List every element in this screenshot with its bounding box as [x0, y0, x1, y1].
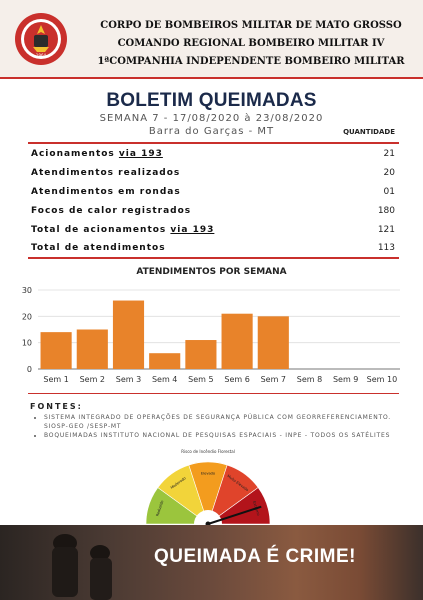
stat-row: Atendimentos em rondas 01 [31, 185, 395, 203]
stat-label: Atendimentos realizados [31, 168, 181, 178]
x-tick-label: Sem 2 [80, 375, 105, 384]
sources: FONTES: SISTEMA INTEGRADO DE OPERAÇÕES D… [30, 402, 400, 440]
x-tick-label: Sem 9 [333, 375, 358, 384]
x-tick-label: Sem 6 [224, 375, 249, 384]
stat-row: Total de acionamentos via 193 121 [31, 223, 395, 241]
gauge-title: Risco de Incêndio Florestal [181, 449, 235, 454]
stat-row: Total de atendimentos 113 [31, 241, 395, 259]
x-tick-label: Sem 10 [367, 375, 398, 384]
stat-row: Atendimentos realizados 20 [31, 166, 395, 184]
chart-title: ATENDIMENTOS POR SEMANA [136, 267, 287, 277]
org-line-2: COMANDO REGIONAL BOMBEIRO MILITAR IV [117, 38, 385, 49]
banner-background [0, 525, 423, 600]
stat-value: 121 [377, 225, 395, 235]
gauge-needle [207, 505, 262, 525]
stat-label: Total de acionamentos [31, 225, 171, 235]
stat-row: Acionamentos via 193 21 [31, 147, 395, 165]
report-week: SEMANA 7 - 17/08/2020 à 23/08/2020 [99, 113, 324, 124]
stat-label: Atendimentos em rondas [31, 187, 181, 197]
y-tick-label: 10 [22, 339, 32, 348]
fire-department-emblem-icon: 1964 [15, 13, 67, 65]
gauge-segment [207, 487, 271, 525]
emblem-year: 1964 [36, 53, 47, 58]
x-tick-label: Sem 4 [152, 375, 177, 384]
x-tick-label: Sem 5 [188, 375, 213, 384]
stat-value: 180 [377, 206, 395, 216]
gauge-label: Reduzido [155, 500, 164, 517]
org-line-3: 1ªCOMPANHIA INDEPENDENTE BOMBEIRO MILITA… [97, 56, 405, 67]
stat-value: 21 [383, 149, 395, 159]
stat-row: Focos de calor registrados 180 [31, 204, 395, 222]
divider [28, 257, 399, 259]
bar-chart: 0 10 20 30 Sem 1 Sem 2 Sem 3 Sem 4 Sem 5 Sem 6 Sem… [22, 286, 400, 384]
sources-list: SISTEMA INTEGRADO DE OPERAÇÕES DE SEGURA… [30, 413, 400, 440]
bar [257, 316, 289, 369]
stat-label: Acionamentos [31, 149, 119, 159]
stat-label-link: via 193 [118, 149, 163, 159]
x-tick-label: Sem 3 [116, 375, 141, 384]
fire-risk-gauge: Risco de Incêndio FlorestalReduzidoModer… [145, 449, 271, 531]
sources-heading: FONTES: [30, 402, 83, 411]
source-item: SISTEMA INTEGRADO DE OPERAÇÕES DE SEGURA… [44, 413, 400, 431]
y-tick-label: 0 [27, 365, 32, 374]
organization-name: CORPO DE BOMBEIROS MILITAR DE MATO GROSS… [86, 17, 416, 71]
quantity-header: QUANTIDADE [343, 128, 395, 136]
x-tick-label: Sem 7 [261, 375, 286, 384]
y-tick-label: 20 [22, 312, 32, 321]
source-item: BOQUEIMADAS INSTITUTO NACIONAL DE PESQUI… [44, 431, 400, 440]
org-line-1: CORPO DE BOMBEIROS MILITAR DE MATO GROSS… [100, 20, 402, 31]
header: 1964 CORPO DE BOMBEIROS MILITAR DE MATO … [0, 0, 423, 79]
x-tick-label: Sem 8 [297, 375, 322, 384]
stat-label: Focos de calor registrados [31, 206, 192, 216]
x-tick-label: Sem 1 [43, 375, 68, 384]
banner-slogan: QUEIMADA É CRIME! [153, 546, 357, 567]
bar [40, 332, 72, 369]
bar [221, 313, 253, 369]
gauge-label: Elevado [201, 471, 215, 475]
stat-label-link: via 193 [170, 225, 215, 235]
stat-label: Total de atendimentos [31, 243, 166, 253]
stat-value: 20 [383, 168, 395, 178]
bar [112, 300, 145, 369]
report-location: Barra do Garças - MT [148, 126, 275, 137]
bar [149, 353, 181, 369]
stat-value: 113 [377, 243, 395, 253]
bar [185, 340, 217, 369]
divider [28, 142, 399, 144]
divider [28, 393, 399, 394]
firefighter-silhouette-icon [52, 534, 112, 600]
stat-value: 01 [383, 187, 395, 197]
report-title: BOLETIM QUEIMADAS [106, 90, 317, 111]
bar [76, 329, 108, 369]
y-tick-label: 30 [22, 286, 32, 295]
